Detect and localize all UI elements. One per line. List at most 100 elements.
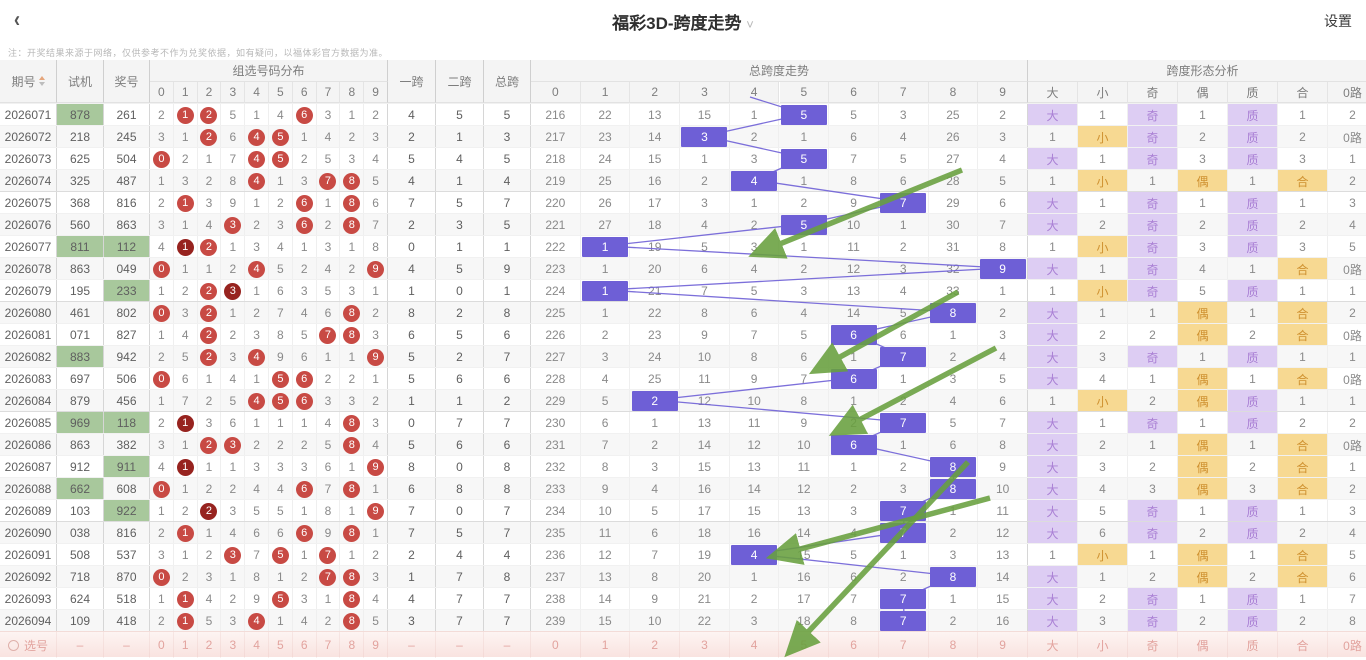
dist-cell-8: 8 — [340, 588, 365, 610]
select-digit-4[interactable]: 4 — [245, 632, 269, 658]
span-total-value: 4 — [484, 170, 531, 192]
trend-cell-1: 12 — [581, 544, 631, 566]
select-trend-1[interactable]: 1 — [581, 632, 631, 658]
dist-cell-9: 1 — [364, 478, 388, 500]
dist-cell-4: 2 — [245, 302, 269, 324]
select-shape-6[interactable]: 0路 — [1328, 632, 1366, 658]
select-digit-1[interactable]: 1 — [174, 632, 198, 658]
span2-value: 2 — [436, 302, 484, 324]
dist-cell-8: 8 — [340, 434, 365, 456]
trend-cell-7: 6 — [879, 170, 929, 192]
trend-cell-5: 14 — [780, 522, 830, 544]
dist-cell-7: 3 — [317, 104, 341, 126]
table-row: 2026083 697 506 0 6 1 4 1 5 6 2 2 1 5 6 6 228 4 25 11 9 7 6 1 3 5… — [0, 367, 1366, 390]
shape-cell-小: 3 — [1078, 346, 1128, 368]
disclaimer-note: 注：开奖结果来源于网络，仅供参考不作为兑奖依据，如有疑问，以福体彩官方数据为准。 — [8, 48, 389, 58]
select-trend-3[interactable]: 3 — [680, 632, 730, 658]
trend-cell-9: 9 — [978, 258, 1028, 280]
select-digit-7[interactable]: 7 — [317, 632, 341, 658]
select-trend-5[interactable]: 5 — [780, 632, 830, 658]
select-digit-3[interactable]: 3 — [221, 632, 246, 658]
shape-cell-合: 1 — [1278, 280, 1328, 302]
dist-cell-8: 1 — [340, 544, 365, 566]
select-digit-9[interactable]: 9 — [364, 632, 388, 658]
select-shape-0[interactable]: 大 — [1028, 632, 1078, 658]
trend-cell-4: 8 — [730, 346, 780, 368]
span1-value: 2 — [388, 126, 436, 148]
dist-cell-7: 5 — [317, 148, 341, 170]
column-header-digit-0: 0 — [150, 82, 174, 103]
column-header-issue[interactable]: 期号 — [0, 60, 57, 103]
test-number: 811 — [57, 236, 104, 258]
shape-cell-小: 小 — [1078, 280, 1128, 302]
dist-cell-8: 3 — [340, 148, 365, 170]
shape-cell-偶: 2 — [1178, 126, 1228, 148]
span-highlight-box: 5 — [780, 149, 827, 169]
dist-cell-4: 4 — [245, 258, 269, 280]
select-number-toggle[interactable]: 选号 — [0, 632, 57, 658]
shape-cell-质: 3 — [1228, 478, 1278, 500]
shape-cell-小: 小 — [1078, 236, 1128, 258]
select-shape-2[interactable]: 奇 — [1128, 632, 1178, 658]
settings-button[interactable]: 设置 — [1324, 13, 1352, 29]
dist-cell-2: 3 — [198, 412, 222, 434]
trend-cell-9: 9 — [978, 456, 1028, 478]
trend-cell-6: 9 — [829, 192, 879, 214]
span-total-value: 6 — [484, 368, 531, 390]
dist-cell-8: 8 — [340, 522, 365, 544]
select-digit-0[interactable]: 0 — [150, 632, 174, 658]
column-header-trend-8: 8 — [928, 82, 979, 103]
shape-cell-0路: 0路 — [1328, 126, 1366, 148]
trend-cell-8: 8 — [929, 566, 979, 588]
select-shape-5[interactable]: 合 — [1278, 632, 1328, 658]
span1-value: 0 — [388, 412, 436, 434]
select-digit-8[interactable]: 8 — [340, 632, 365, 658]
back-icon[interactable]: ‹ — [14, 6, 20, 32]
span1-value: 4 — [388, 170, 436, 192]
trend-cell-9: 3 — [978, 324, 1028, 346]
select-trend-0[interactable]: 0 — [531, 632, 581, 658]
page-title[interactable]: 福彩3D-跨度走势 ˅ — [612, 14, 754, 33]
trend-cell-7: 7 — [879, 412, 929, 434]
prize-number: 870 — [104, 566, 150, 588]
select-digit-6[interactable]: 6 — [293, 632, 317, 658]
shape-cell-合: 2 — [1278, 126, 1328, 148]
select-trend-8[interactable]: 8 — [929, 632, 979, 658]
select-digit-5[interactable]: 5 — [269, 632, 293, 658]
dist-cell-0: 2 — [150, 610, 174, 632]
drawn-digit-circle: 2 — [200, 128, 218, 146]
span1-value: 3 — [388, 610, 436, 632]
shape-cell-小: 5 — [1078, 500, 1128, 522]
shape-cell-偶: 偶 — [1178, 566, 1228, 588]
trend-cell-0: 229 — [531, 390, 581, 412]
select-trend-9[interactable]: 9 — [978, 632, 1028, 658]
span-total-value: 8 — [484, 566, 531, 588]
select-trend-7[interactable]: 7 — [879, 632, 929, 658]
dist-cell-2: 3 — [198, 192, 222, 214]
test-number: 624 — [57, 588, 104, 610]
dist-cell-9: 9 — [364, 500, 388, 522]
trend-cell-9: 14 — [978, 566, 1028, 588]
prize-number: 504 — [104, 148, 150, 170]
shape-cell-大: 大 — [1028, 104, 1078, 126]
select-shape-1[interactable]: 小 — [1078, 632, 1128, 658]
select-trend-4[interactable]: 4 — [730, 632, 780, 658]
select-trend-6[interactable]: 6 — [829, 632, 879, 658]
trend-cell-1: 4 — [581, 368, 631, 390]
drawn-digit-circle: 2 — [200, 502, 218, 520]
trend-cell-7: 4 — [879, 126, 929, 148]
trend-cell-7: 7 — [879, 346, 929, 368]
select-digit-2[interactable]: 2 — [198, 632, 222, 658]
shape-cell-0路: 1 — [1328, 280, 1366, 302]
select-shape-3[interactable]: 偶 — [1178, 632, 1228, 658]
drawn-digit-circle: 1 — [176, 612, 194, 630]
dist-cell-2: 2 — [198, 126, 222, 148]
select-trend-2[interactable]: 2 — [630, 632, 681, 658]
dist-cell-0: 3 — [150, 214, 174, 236]
dist-cell-0: 2 — [150, 522, 174, 544]
select-shape-4[interactable]: 质 — [1228, 632, 1278, 658]
dist-cell-0: 2 — [150, 104, 174, 126]
dist-cell-3: 8 — [221, 170, 246, 192]
shape-cell-奇: 奇 — [1128, 346, 1178, 368]
span1-value: 0 — [388, 236, 436, 258]
